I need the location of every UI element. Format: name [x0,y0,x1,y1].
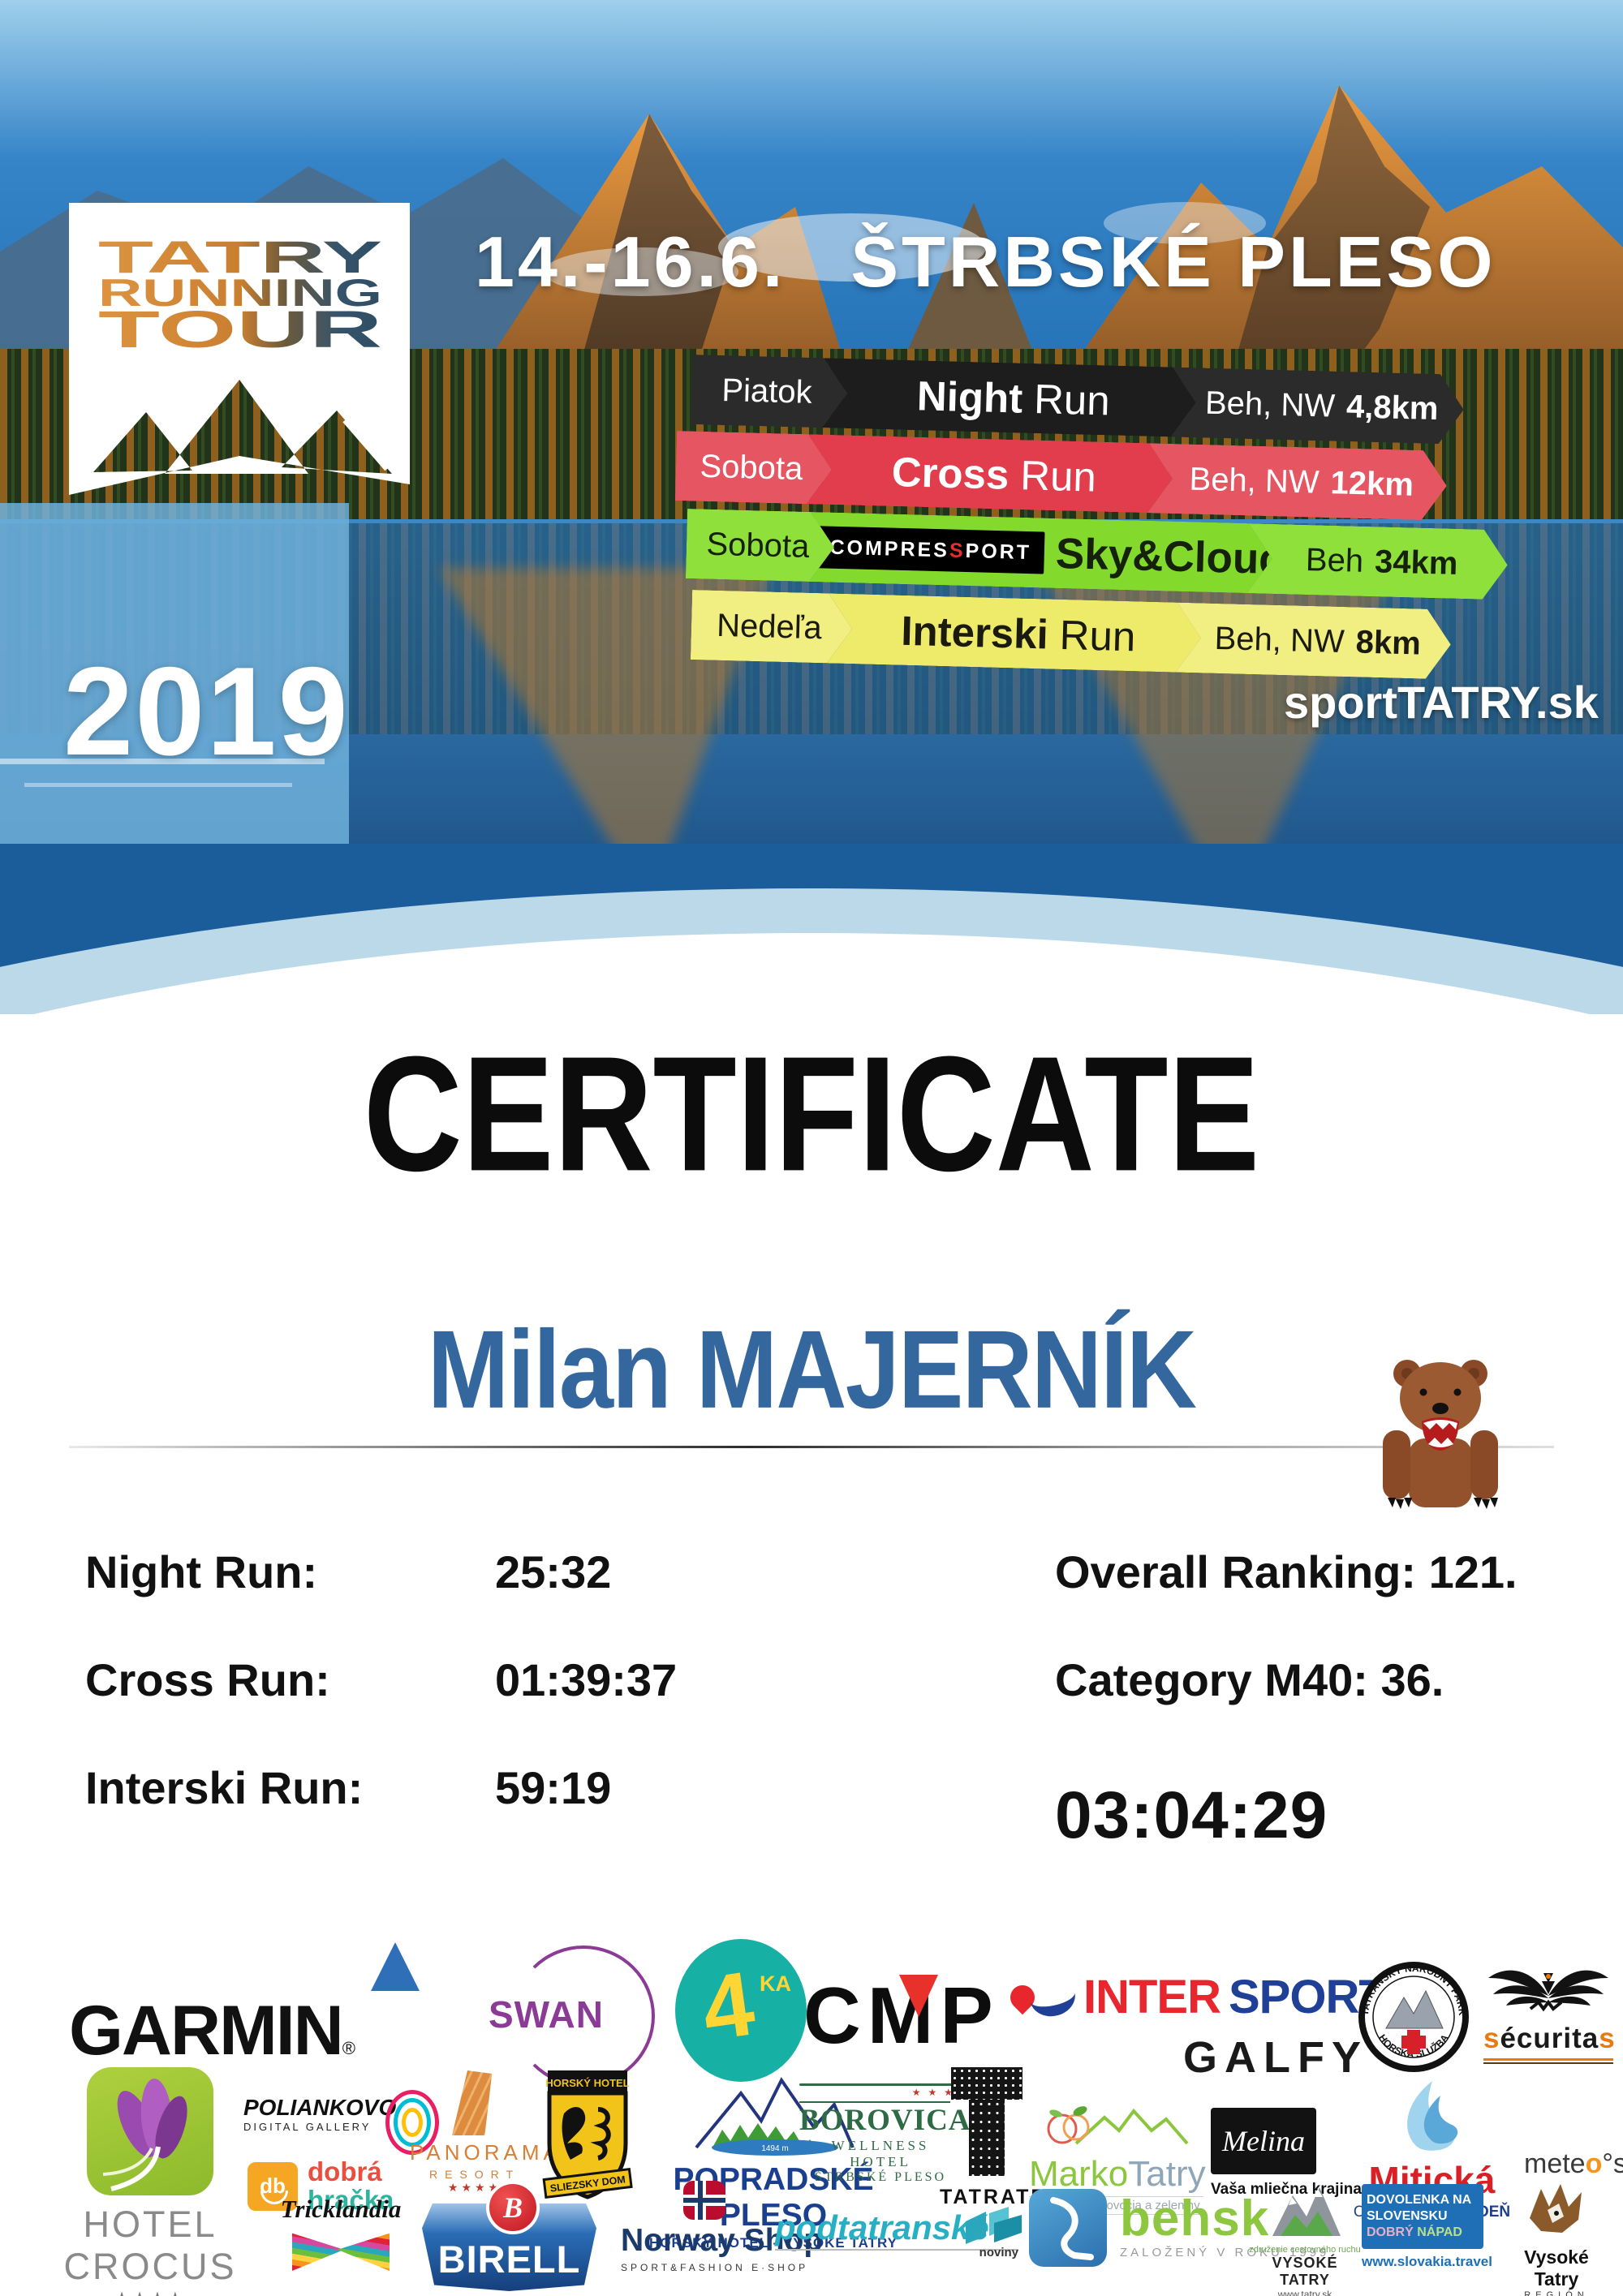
sponsor-meteo-sk: meteo°sk [1524,2148,1623,2179]
sponsor-tatratea: TATRATEA [940,2067,1061,2209]
chamois-icon [1530,2184,1582,2233]
sponsor-panorama-resort: PANORAMA RESORT ★★★★ [410,2070,558,2195]
garmin-triangle-icon [371,1942,420,1991]
crocus-flower-icon [87,2067,213,2195]
header-photo: TATRY RUNNING TOUR 2019 14.-16.6. ŠTRBSK… [0,0,1623,1014]
tricklandia-ribbon-icon [280,2224,402,2275]
tatry-sk-link[interactable]: www.tatry.sk [1277,2289,1332,2296]
category-ranking: Category M40: 36. [1055,1654,1444,1705]
poliankovo-rings-icon [385,2090,439,2155]
sponsor-4ka: 4 KA [675,1939,807,2082]
overall-ranking: Overall Ranking: 121. [1055,1546,1518,1597]
divider-line [69,1446,1554,1448]
sponsor-tricklandia: Tricklandia [280,2195,402,2275]
result-row: Night Run: 25:32 [85,1546,677,1598]
sponsor-popradske-pleso: 1494 m POPRADSKÉ PLESO HORSKÝ HOTEL - VY… [639,2070,907,2251]
result-time: 25:32 [495,1546,612,1597]
race-distance: Beh, NW 8km [1176,603,1452,680]
race-distance: Beh 34km [1247,523,1509,600]
cmp-triangle-icon [899,1975,938,2017]
sponsor-podtatranske-noviny: podtatranské noviny [775,2207,1022,2259]
miticka-water-icon [1406,2081,1457,2151]
sporttatry-link[interactable]: sportTATRY.sk [1284,677,1599,728]
race-day: Sobota [675,431,833,505]
birell-shield: BIRELL [422,2204,596,2291]
bear-mascot-icon [1383,1360,1498,1509]
logo-line3: TOUR [98,300,382,359]
sponsor-dovolenka-na-slovensku: DOVOLENKA NA SLOVENSKU DOBRÝ NÁPAD www.s… [1362,2184,1492,2270]
event-location: ŠTRBSKÉ PLESO [850,221,1496,302]
sponsor-dobra-hracka: db dobrá hračka [248,2157,394,2214]
securitas-underline [1483,2058,1613,2061]
sponsor-norway-shop: Norway Shop SPORT&FASHION E·SHOP [621,2181,823,2273]
sponsor-sliezsky-dom: HORSKÝ HOTEL SLIEZSKY DOM [540,2069,635,2215]
athlete-name: Milan MAJERNÍK [427,1308,1197,1432]
result-time: 59:19 [495,1762,612,1813]
results-left-column: Night Run: 25:32 Cross Run: 01:39:37 Int… [85,1546,677,1869]
sponsor-cmp: CMP [803,1971,1000,2060]
race-title: Cross Run [807,434,1173,514]
sponsor-securitas: sécuritas [1483,1949,1615,2064]
sponsor-swan: SWAN [489,1946,655,2087]
race-day: Nedeľa [691,590,853,664]
sponsor-behsk: behsk ZALOŽENÝ V ROKU 1999 [1029,2189,1329,2267]
panorama-tower-icon [452,2070,493,2135]
logo-line2: RUNNING [98,271,382,314]
securitas-eagle-icon [1488,1970,1608,2012]
vysoke-tatry-mountains-icon [1272,2187,1341,2236]
event-year: 2019 [63,641,350,781]
dobra-hracka-bag-icon: db [248,2161,298,2211]
race-title: Interski Run [827,593,1202,673]
norway-flag-icon [682,2181,725,2220]
race-day: Piatok [691,355,848,428]
race-distance: Beh, NW 12km [1147,443,1448,521]
sponsor-birell: BIRELL B [422,2181,596,2293]
popradske-altitude: 1494 m [761,2144,788,2153]
result-time: 01:39:37 [495,1654,678,1705]
sponsor-tanap-horska-sluzba: TATRANSKÝ NÁRODNÝ PARK HORSKÁ SLUŽBA [1357,1949,1470,2087]
sponsor-borovica: ★ ★ ★ BOROVICA WELLNESS HOTEL ŠTRBSKÉ PL… [799,2083,971,2185]
sponsor-galfy: GALFY [1183,2033,1368,2082]
tatratea-bottle-icon [950,2067,1022,2100]
behsk-runner-icon [1029,2189,1107,2267]
intersport-swoosh-icon [1026,1973,1079,2021]
results-right-column: Overall Ranking: 121. Category M40: 36. … [1055,1546,1518,1854]
slovakia-travel-link[interactable]: www.slovakia.travel [1362,2254,1492,2269]
race-title: ≋ COMPRESSPORT Sky&Clouds [809,512,1273,594]
result-label: Night Run: [85,1546,318,1597]
sponsor-region-vysoke-tatry: Vysoké Tatry REGIÓN www.regiontatry.sk [1500,2179,1613,2296]
sponsor-vysoke-tatry-zdruzenie: združenie cestovného ruchu VYSOKÉ TATRY … [1248,2181,1362,2296]
race-distance: Beh, NW 4,8km [1171,368,1465,445]
certificate-title: CERTIFICATE [363,1021,1260,1206]
popradske-mountain-icon: 1494 m [695,2077,855,2156]
race-day: Sobota [686,509,835,583]
sponsor-poliankovo: POLIANKOVO DIGITAL GALLERY [243,2090,439,2155]
result-label: Interski Run: [85,1762,364,1813]
birell-b-badge: B [486,2181,540,2234]
result-label: Cross Run: [85,1654,330,1705]
result-row: Interski Run: 59:19 [85,1761,677,1814]
race-title: Night Run [822,358,1197,437]
melina-box: Melina [1211,2108,1316,2174]
tatry-running-tour-logo: TATRY RUNNING TOUR [69,203,410,495]
result-row: Cross Run: 01:39:37 [85,1653,677,1706]
sponsor-melina: Melina Vaša mliečna krajina [1211,2108,1362,2199]
marko-tatry-icon [1047,2106,1189,2145]
dovolenka-box: DOVOLENKA NA SLOVENSKU DOBRÝ NÁPAD [1362,2184,1483,2249]
total-time: 03:04:29 [1055,1778,1328,1852]
event-date-location: 14.-16.6. ŠTRBSKÉ PLESO [475,221,1496,303]
sliezsky-top-text: HORSKÝ HOTEL [545,2077,629,2089]
podtatranske-book-icon [962,2204,1027,2253]
event-date: 14.-16.6. [475,221,786,302]
sponsor-hotel-crocus: HOTEL CROCUS ★★★★ ŠTRBSKÉ PLESO [16,2067,284,2296]
logo-line1: TATRY [98,231,382,282]
